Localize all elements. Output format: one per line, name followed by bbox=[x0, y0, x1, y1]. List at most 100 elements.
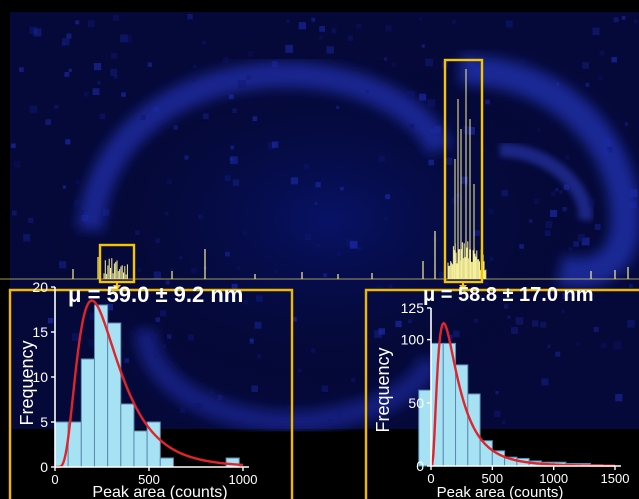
noise-speck bbox=[75, 20, 80, 25]
arrow-right-icon bbox=[459, 285, 467, 290]
noise-speck bbox=[613, 17, 619, 23]
noise-speck bbox=[429, 129, 434, 133]
noise-speck bbox=[445, 157, 453, 165]
noise-speck bbox=[316, 243, 321, 248]
noise-speck bbox=[89, 312, 97, 320]
noise-speck bbox=[340, 186, 344, 191]
noise-speck bbox=[544, 230, 551, 236]
noise-speck bbox=[170, 268, 175, 272]
noise-speck bbox=[230, 145, 235, 150]
noise-speck bbox=[155, 238, 161, 243]
noise-speck bbox=[155, 317, 160, 322]
y-tick-label: 0 bbox=[416, 458, 424, 474]
noise-speck bbox=[611, 57, 617, 63]
noise-speck bbox=[532, 320, 539, 327]
noise-speck bbox=[298, 22, 306, 30]
noise-speck bbox=[634, 19, 638, 23]
noise-speck bbox=[550, 209, 558, 217]
noise-speck bbox=[165, 212, 169, 216]
noise-speck bbox=[624, 122, 629, 126]
noise-speck bbox=[232, 108, 237, 113]
noise-speck bbox=[494, 410, 501, 417]
noise-speck bbox=[304, 163, 310, 169]
noise-speck bbox=[311, 348, 316, 353]
noise-speck bbox=[562, 207, 567, 212]
noise-speck bbox=[285, 44, 294, 53]
noise-speck bbox=[140, 114, 146, 120]
noise-speck bbox=[202, 41, 206, 45]
noise-speck bbox=[534, 198, 540, 204]
noise-speck bbox=[541, 378, 549, 386]
noise-speck bbox=[337, 412, 342, 418]
noise-speck bbox=[124, 358, 129, 363]
noise-speck bbox=[93, 63, 102, 71]
chart-title: μ = 58.8 ± 17.0 nm bbox=[423, 284, 594, 306]
map-noise bbox=[11, 14, 638, 424]
noise-speck bbox=[568, 247, 573, 251]
noise-speck bbox=[257, 354, 261, 359]
noise-speck bbox=[577, 234, 585, 242]
noise-speck bbox=[272, 141, 279, 148]
noise-speck bbox=[222, 57, 229, 64]
noise-speck bbox=[598, 75, 603, 81]
noise-speck bbox=[82, 214, 89, 222]
noise-speck bbox=[75, 180, 80, 185]
noise-speck bbox=[385, 194, 391, 200]
noise-speck bbox=[565, 155, 570, 160]
noise-speck bbox=[540, 321, 547, 328]
noise-speck bbox=[273, 269, 279, 274]
noise-speck bbox=[576, 342, 580, 346]
noise-speck bbox=[448, 335, 453, 339]
noise-speck bbox=[466, 58, 474, 66]
noise-speck bbox=[452, 19, 457, 24]
noise-speck bbox=[601, 343, 607, 349]
noise-speck bbox=[297, 368, 302, 373]
noise-speck bbox=[464, 182, 469, 187]
noise-speck bbox=[384, 216, 388, 221]
noise-speck bbox=[594, 223, 601, 230]
y-axis-label: Frequency bbox=[17, 340, 37, 425]
noise-speck bbox=[562, 292, 569, 300]
noise-speck bbox=[613, 341, 622, 350]
noise-speck bbox=[106, 303, 113, 311]
noise-speck bbox=[224, 175, 231, 182]
noise-speck bbox=[243, 299, 249, 305]
noise-speck bbox=[252, 116, 258, 121]
x-tick-label: 0 bbox=[51, 472, 58, 487]
noise-speck bbox=[246, 75, 252, 80]
noise-speck bbox=[587, 198, 596, 206]
cell-ring-lower bbox=[134, 328, 441, 433]
noise-speck bbox=[165, 280, 170, 285]
noise-speck bbox=[271, 61, 278, 67]
noise-speck bbox=[150, 333, 157, 341]
noise-speck bbox=[351, 377, 356, 383]
noise-speck bbox=[356, 23, 362, 29]
noise-speck bbox=[198, 214, 203, 219]
noise-speck bbox=[585, 82, 590, 87]
noise-speck bbox=[39, 328, 45, 334]
noise-speck bbox=[545, 221, 553, 229]
noise-speck bbox=[621, 269, 626, 274]
x-tick-label: 1500 bbox=[601, 471, 630, 486]
histogram-bar bbox=[159, 457, 174, 468]
noise-speck bbox=[135, 230, 140, 235]
noise-speck bbox=[551, 191, 556, 197]
noise-speck bbox=[378, 155, 386, 162]
x-tick-label: 500 bbox=[481, 471, 503, 486]
noise-speck bbox=[531, 88, 536, 93]
noise-speck bbox=[592, 27, 600, 35]
noise-speck bbox=[193, 64, 197, 69]
cell-ring-left bbox=[77, 61, 453, 232]
noise-speck bbox=[383, 57, 388, 61]
noise-speck bbox=[452, 330, 460, 338]
noise-speck bbox=[102, 217, 107, 222]
noise-speck bbox=[419, 93, 427, 101]
noise-speck bbox=[520, 59, 525, 64]
noise-speck bbox=[434, 125, 442, 133]
noise-speck bbox=[607, 147, 613, 153]
noise-speck bbox=[19, 67, 24, 72]
noise-speck bbox=[267, 142, 275, 150]
noise-speck bbox=[232, 179, 240, 186]
noise-speck bbox=[349, 241, 358, 249]
